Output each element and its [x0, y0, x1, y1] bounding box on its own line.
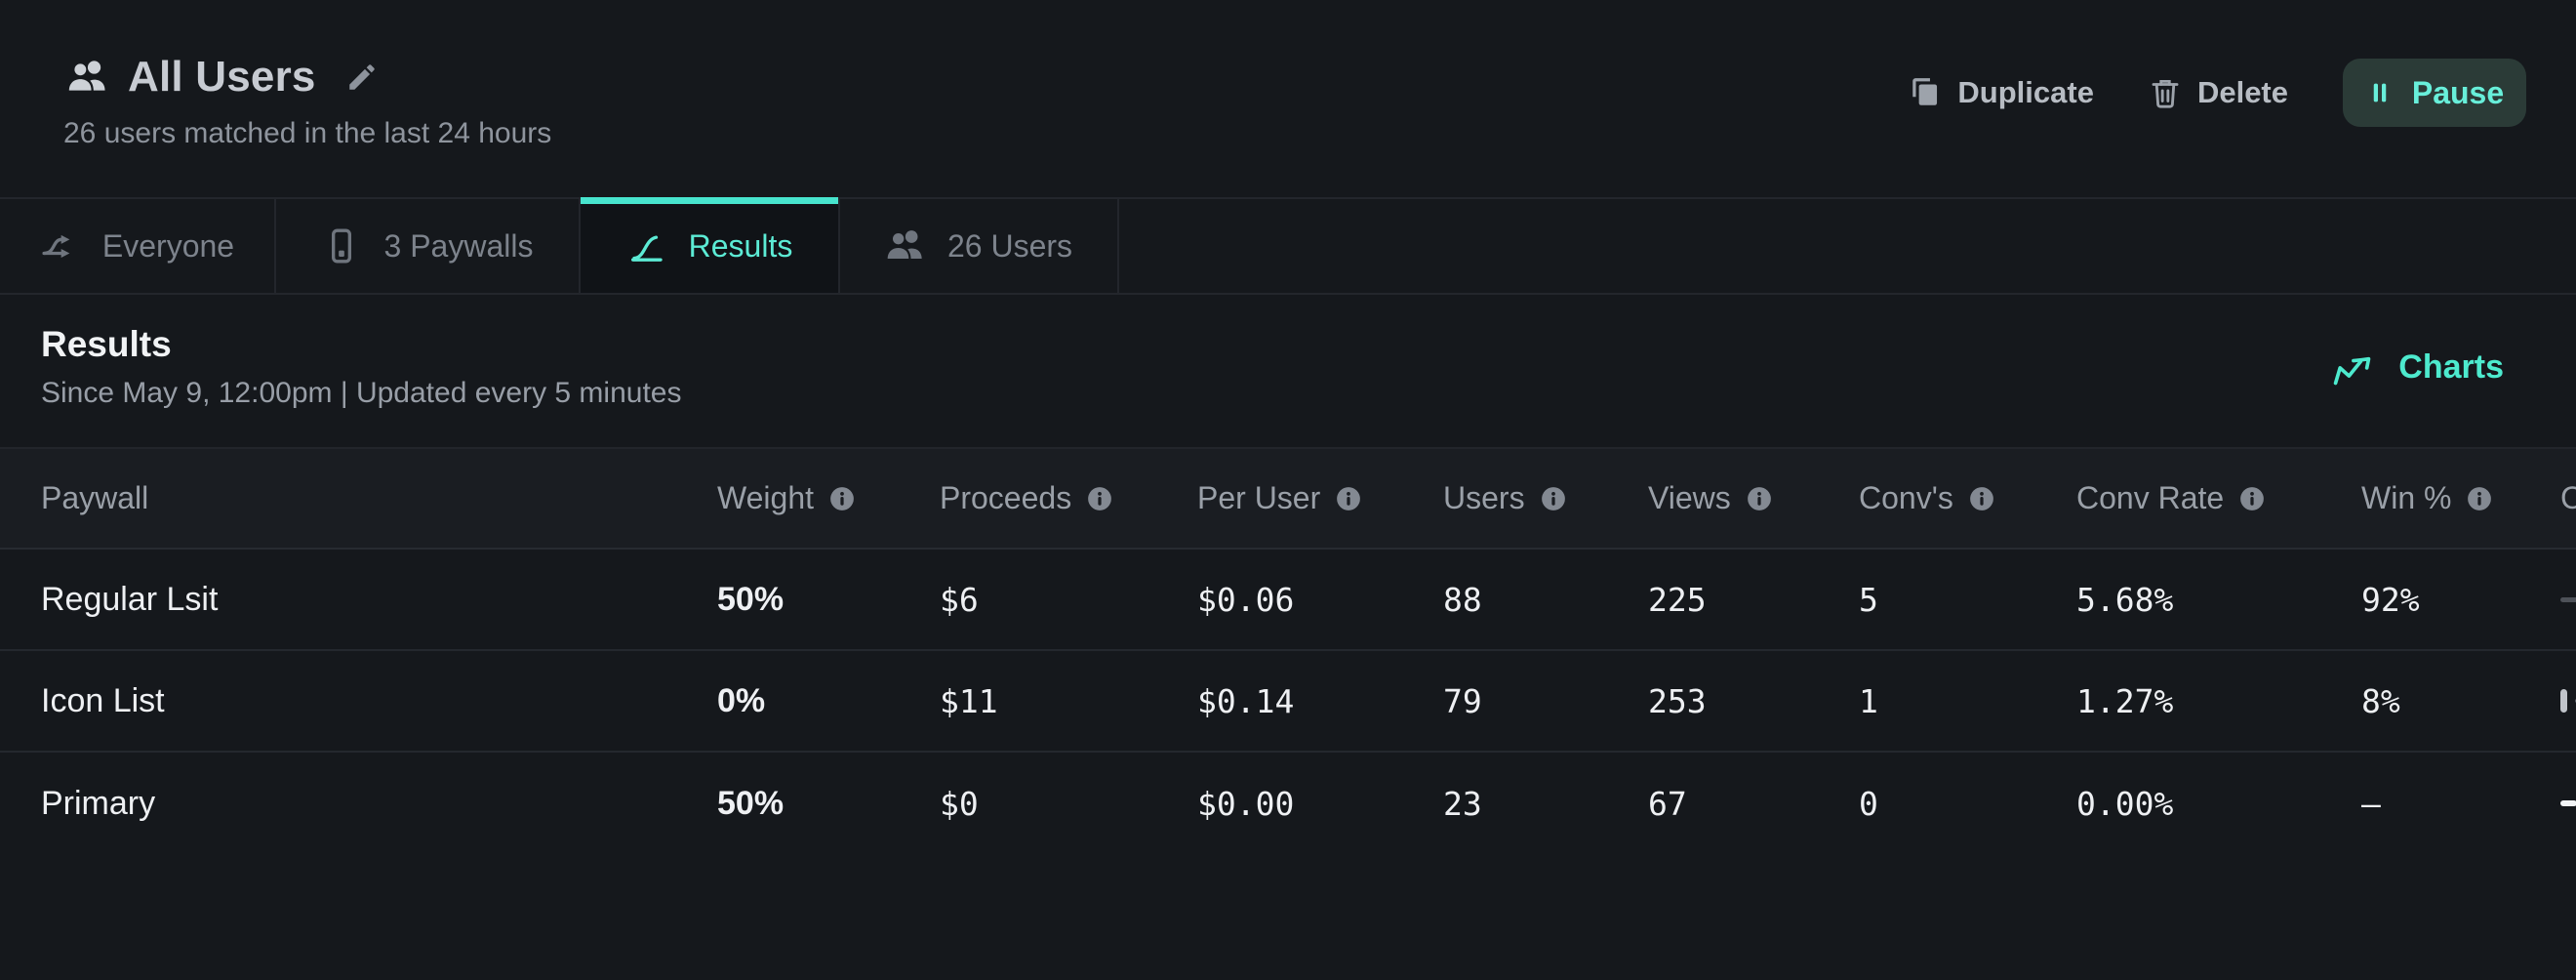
pause-icon	[2365, 78, 2395, 107]
col-conv-rate: Conv Rate	[2076, 480, 2361, 516]
clipped-badge	[2560, 689, 2567, 713]
page-title: All Users	[128, 53, 316, 101]
chart-trend-icon	[2328, 346, 2377, 388]
tab-results[interactable]: Results	[581, 197, 840, 293]
tab-everyone-label: Everyone	[101, 227, 235, 264]
trash-icon	[2149, 76, 2182, 109]
clipped-dash	[2560, 596, 2576, 602]
tab-paywalls[interactable]: 3 Paywalls	[276, 199, 581, 293]
duplicate-label: Duplicate	[1957, 75, 2094, 109]
pause-button[interactable]: Pause	[2343, 59, 2526, 127]
info-icon[interactable]	[1539, 484, 1568, 513]
topbar: All Users 26 users matched in the last 2…	[0, 0, 2576, 197]
results-heading: Results	[41, 324, 172, 364]
table-header-row: Paywall Weight Proceeds Per User Users V…	[0, 447, 2576, 550]
clipped-cell	[2560, 689, 2576, 713]
info-icon[interactable]	[1745, 484, 1774, 513]
paywall-name: Icon List	[41, 681, 165, 719]
results-section-header: Results Since May 9, 12:00pm | Updated e…	[0, 295, 2576, 447]
topbar-actions: Duplicate Delete Pause	[1909, 59, 2526, 127]
title-row: All Users	[63, 53, 551, 102]
info-icon[interactable]	[1085, 484, 1114, 513]
tab-bar: Everyone 3 Paywalls Results	[0, 197, 2576, 295]
pencil-icon	[345, 61, 379, 94]
col-clipped: C	[2560, 480, 2576, 515]
delete-button[interactable]: Delete	[2149, 75, 2288, 110]
tab-users[interactable]: 26 Users	[840, 199, 1119, 293]
pause-label: Pause	[2411, 74, 2505, 110]
col-win: Win %	[2361, 480, 2560, 516]
col-convs: Conv's	[1859, 480, 2076, 516]
users-icon	[63, 57, 110, 98]
users-icon	[885, 226, 924, 265]
tab-results-label: Results	[688, 227, 793, 264]
delete-label: Delete	[2196, 75, 2288, 109]
edit-title-button[interactable]	[345, 61, 379, 94]
results-subheading: Since May 9, 12:00pm | Updated every 5 m…	[41, 377, 682, 409]
col-proceeds: Proceeds	[940, 480, 1197, 516]
info-icon[interactable]	[2237, 484, 2267, 513]
charts-button[interactable]: Charts	[2328, 346, 2504, 388]
chart-curve-icon	[626, 226, 665, 265]
clipped-dash	[2560, 800, 2576, 806]
duplicate-icon	[1909, 76, 1942, 109]
info-icon[interactable]	[827, 484, 857, 513]
col-views: Views	[1648, 480, 1859, 516]
clipped-cell	[2560, 800, 2576, 806]
tab-everyone[interactable]: Everyone	[0, 199, 276, 293]
tab-paywalls-label: 3 Paywalls	[383, 227, 534, 264]
paywall-name: Primary	[41, 784, 156, 822]
col-users: Users	[1443, 480, 1648, 516]
paywall-name: Regular Lsit	[41, 580, 219, 618]
matched-users-subtitle: 26 users matched in the last 24 hours	[63, 117, 552, 149]
table-row: Regular Lsit 50% $6 $0.06 88 225 5 5.68%…	[0, 550, 2576, 651]
clipped-cell	[2560, 596, 2576, 602]
info-icon[interactable]	[1967, 484, 1996, 513]
duplicate-button[interactable]: Duplicate	[1909, 75, 2094, 110]
split-arrows-icon	[40, 226, 79, 265]
col-paywall: Paywall	[41, 480, 149, 515]
charts-label: Charts	[2398, 347, 2504, 386]
results-table: Paywall Weight Proceeds Per User Users V…	[0, 447, 2576, 854]
col-per-user: Per User	[1197, 480, 1443, 516]
tab-users-label: 26 Users	[946, 227, 1073, 264]
col-weight: Weight	[717, 480, 940, 516]
experiment-header: All Users 26 users matched in the last 2…	[63, 53, 551, 150]
table-row: Icon List 0% $11 $0.14 79 253 1 1.27% 8%	[0, 651, 2576, 753]
info-icon[interactable]	[1334, 484, 1363, 513]
phone-icon	[322, 226, 361, 265]
info-icon[interactable]	[2465, 484, 2494, 513]
table-row: Primary 50% $0 $0.00 23 67 0 0.00% –	[0, 753, 2576, 854]
